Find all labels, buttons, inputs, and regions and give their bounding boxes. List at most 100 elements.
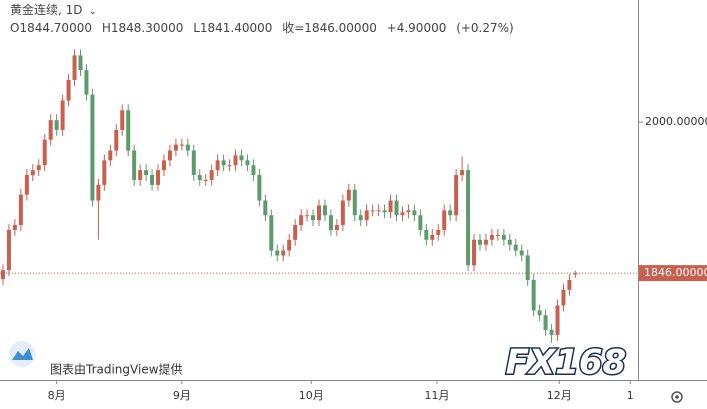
candle-body: [215, 160, 220, 171]
candle-body: [317, 205, 321, 221]
candle-body: [448, 210, 453, 216]
candle-body: [66, 79, 71, 101]
candle-body: [263, 200, 268, 216]
candle-body: [352, 189, 357, 216]
candle-body: [394, 200, 399, 216]
candle-body: [567, 279, 572, 290]
candle-body: [167, 150, 172, 161]
candle-body: [221, 160, 226, 166]
candle-body: [84, 70, 89, 95]
candle-body: [412, 210, 417, 216]
candle-body: [78, 55, 83, 71]
watermark: 图表由TradingView提供: [50, 362, 183, 377]
candle-body: [543, 315, 548, 330]
candle-body: [519, 250, 524, 256]
candle-body: [156, 170, 161, 185]
candle-body: [311, 215, 316, 221]
ohlc-open: O1844.70000: [10, 21, 92, 35]
ohlc-change: +4.90000: [386, 21, 447, 35]
settings-icon[interactable]: [671, 391, 683, 403]
candle-body: [96, 184, 101, 201]
candle-body: [472, 239, 477, 266]
symbol-title[interactable]: 黄金连续, 1D: [10, 3, 83, 17]
candle-body: [108, 150, 113, 161]
candle-body: [400, 212, 405, 216]
candle-body: [120, 110, 125, 130]
candle-body: [424, 229, 429, 240]
candle-body: [144, 170, 149, 176]
candle-body: [561, 289, 566, 306]
ohlc-high: H1848.30000: [101, 21, 184, 35]
candle-body: [102, 160, 107, 185]
candle-body: [54, 120, 59, 130]
candle-body: [328, 215, 333, 230]
candle-body: [227, 165, 232, 167]
candle-body: [573, 273, 578, 275]
candle-body: [161, 160, 166, 171]
candle-body: [269, 215, 274, 251]
ohlc-change-pct: (+0.27%): [456, 21, 514, 35]
ohlc-close: 收=1846.00000: [282, 21, 377, 35]
candle-body: [513, 244, 518, 251]
tradingview-icon: [9, 341, 35, 367]
candle-body: [364, 210, 369, 221]
y-tick-label: 2000.00000: [645, 115, 707, 128]
candle-body: [489, 234, 494, 240]
logo: FX168: [506, 343, 626, 383]
chevron: ⌄: [88, 6, 97, 17]
candle-body: [60, 100, 65, 130]
candle-body: [233, 155, 238, 166]
candle-body: [275, 250, 280, 256]
candle-body: [191, 150, 196, 176]
candle-body: [48, 120, 53, 140]
x-tick-label: 12月: [547, 389, 572, 402]
candle-body: [418, 215, 423, 230]
candle-body: [90, 94, 95, 201]
candle-body: [340, 200, 345, 226]
candle-body: [370, 210, 375, 212]
candle-body: [388, 200, 393, 213]
last-price-box: [639, 265, 707, 282]
candle-body: [477, 239, 482, 245]
candle-body: [36, 165, 41, 171]
candle-body: [12, 225, 17, 230]
candle-body: [555, 305, 560, 335]
candle-body: [126, 110, 131, 151]
candle-body: [495, 234, 500, 236]
candle-body: [460, 170, 465, 176]
candle-body: [30, 170, 35, 176]
candle-body: [549, 329, 554, 335]
candle-body: [358, 215, 363, 221]
candle-body: [322, 205, 327, 216]
candle-body: [239, 155, 244, 161]
candle-body: [501, 234, 506, 240]
candle-body: [442, 210, 447, 230]
candle-body: [114, 129, 119, 151]
candle-body: [257, 175, 262, 201]
candle-body: [18, 194, 23, 226]
candle-body: [0, 270, 5, 279]
candle-body: [287, 239, 292, 251]
x-tick-label: 1: [627, 389, 634, 402]
candle-body: [454, 175, 459, 216]
candle-body: [537, 310, 542, 316]
candle-body: [382, 210, 387, 213]
candle-body: [531, 279, 536, 311]
candle-body: [251, 165, 256, 176]
candle-body: [299, 215, 304, 226]
x-tick-label: 11月: [425, 389, 450, 402]
candle-body: [245, 160, 250, 166]
candle-body: [72, 55, 77, 80]
last-price-label: 1846.00000: [644, 266, 707, 279]
candle-body: [6, 229, 11, 271]
x-tick-label: 8月: [48, 389, 66, 402]
candle-body: [376, 210, 381, 212]
ohlc-low: L1841.40000: [193, 21, 273, 35]
candle-body: [293, 225, 298, 240]
candle-body: [346, 189, 351, 201]
header: 黄金连续, 1D ⌄ O1844.70000 H1848.30000 L1841.…: [10, 2, 520, 37]
candle-body: [507, 239, 512, 245]
candle-body: [173, 144, 178, 151]
